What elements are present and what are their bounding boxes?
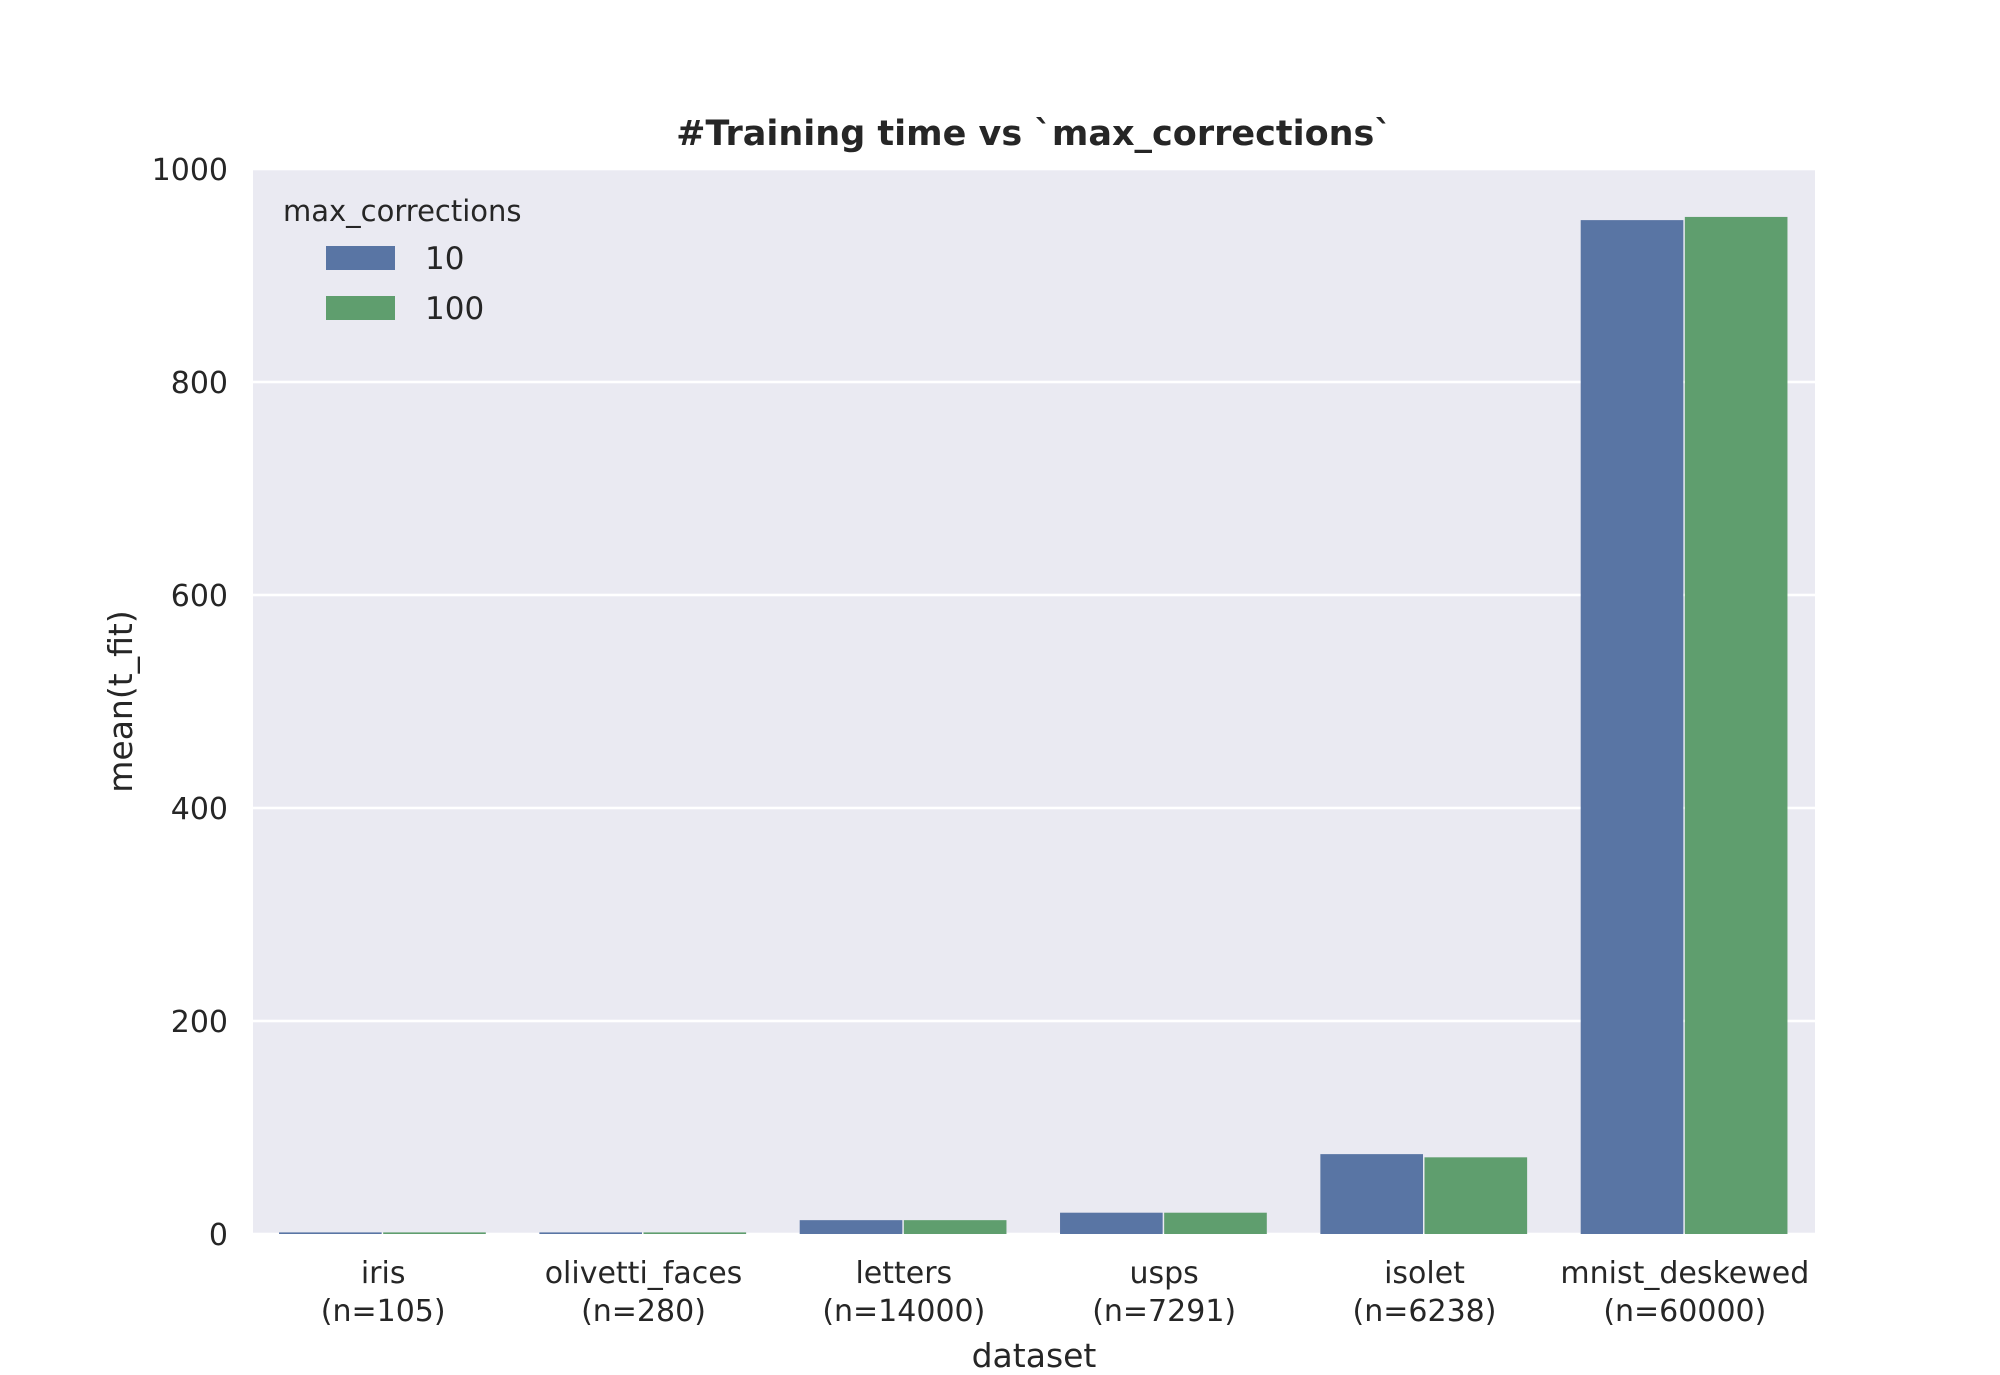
- legend-swatch-10: [326, 246, 395, 270]
- bar-mnist_deskewed-100: [1684, 216, 1788, 1235]
- legend-entry-label: 100: [425, 291, 484, 327]
- x-tick-labels: iris(n=105)olivetti_faces(n=280)letters(…: [321, 1256, 1810, 1329]
- x-tick-sublabel: (n=7291): [1092, 1294, 1236, 1329]
- x-tick-sublabel: (n=60000): [1603, 1294, 1766, 1329]
- x-axis-label: dataset: [972, 1336, 1097, 1375]
- x-tick-label: olivetti_faces: [545, 1256, 743, 1291]
- x-tick-label: mnist_deskewed: [1560, 1256, 1809, 1291]
- grid-lines: [253, 167, 1815, 1236]
- bar-letters-10: [799, 1220, 903, 1234]
- x-tick-label: isolet: [1384, 1256, 1465, 1291]
- bar-letters-100: [903, 1220, 1007, 1234]
- y-tick-label: 800: [171, 366, 228, 401]
- bar-iris-100: [383, 1232, 486, 1234]
- x-tick-sublabel: (n=280): [581, 1294, 706, 1329]
- chart-title: #Training time vs `max_corrections`: [676, 114, 1392, 154]
- bar-usps-100: [1164, 1212, 1267, 1234]
- plot-background: [253, 169, 1815, 1234]
- x-tick-sublabel: (n=14000): [822, 1294, 985, 1329]
- y-tick-labels: 0 200 400 600 800 1000: [152, 153, 228, 1253]
- y-tick-label: 400: [171, 792, 228, 827]
- legend-entry-label: 10: [425, 241, 464, 277]
- legend-swatch-100: [326, 296, 395, 320]
- bar-isolet-10: [1320, 1154, 1423, 1234]
- bar-mnist_deskewed-10: [1580, 220, 1684, 1234]
- y-axis-label: mean(t_fit): [101, 610, 140, 793]
- x-tick-label: letters: [855, 1256, 952, 1291]
- bar-usps-10: [1060, 1212, 1163, 1234]
- y-tick-label: 600: [171, 579, 228, 614]
- bar-olivetti_faces-10: [539, 1232, 642, 1234]
- legend-title: max_corrections: [283, 194, 522, 228]
- bar-olivetti_faces-100: [643, 1232, 747, 1234]
- y-tick-label: 0: [209, 1218, 228, 1253]
- x-tick-label: iris: [361, 1256, 406, 1291]
- x-tick-label: usps: [1130, 1256, 1199, 1291]
- x-tick-sublabel: (n=105): [321, 1294, 446, 1329]
- bars: [279, 216, 1788, 1235]
- y-tick-label: 1000: [152, 153, 228, 188]
- bar-isolet-100: [1424, 1157, 1528, 1234]
- bar-iris-10: [279, 1232, 382, 1234]
- y-tick-label: 200: [171, 1005, 228, 1040]
- legend: max_corrections 10 100: [283, 194, 522, 327]
- x-tick-sublabel: (n=6238): [1353, 1294, 1497, 1329]
